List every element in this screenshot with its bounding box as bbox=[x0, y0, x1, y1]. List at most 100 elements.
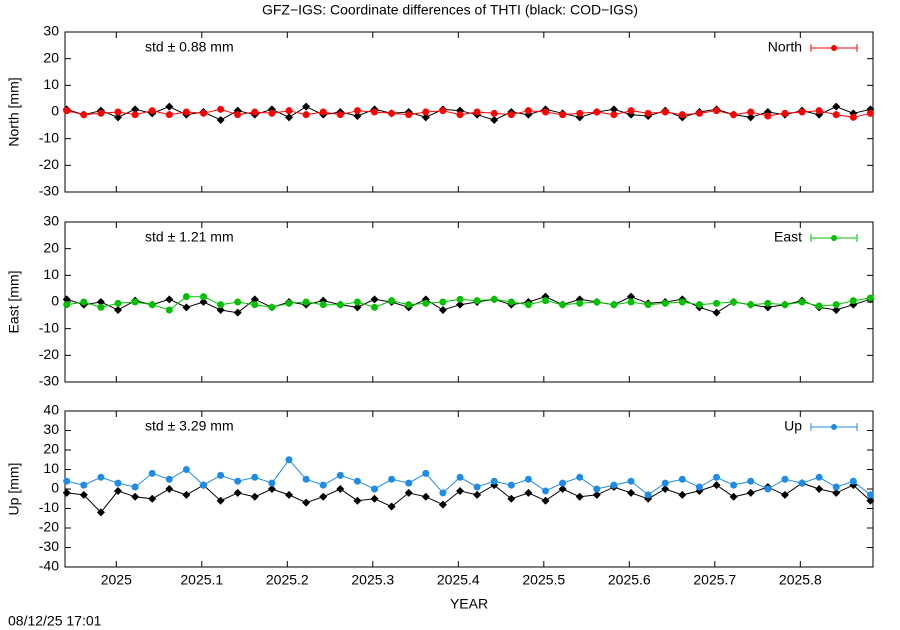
data-point bbox=[832, 488, 841, 497]
data-point bbox=[97, 303, 105, 311]
data-point bbox=[421, 113, 430, 122]
y-tick-label: -20 bbox=[39, 156, 59, 172]
data-point bbox=[730, 298, 738, 306]
data-point bbox=[507, 494, 516, 503]
data-point bbox=[866, 491, 874, 499]
data-point bbox=[592, 490, 601, 499]
data-point bbox=[575, 492, 584, 501]
data-point bbox=[490, 116, 499, 124]
data-point bbox=[439, 107, 447, 115]
data-point bbox=[713, 473, 721, 481]
data-point bbox=[114, 299, 122, 307]
x-tick-label: 2025.6 bbox=[608, 572, 651, 588]
data-point bbox=[712, 308, 721, 317]
data-point bbox=[79, 490, 88, 499]
data-point bbox=[713, 299, 721, 307]
data-point bbox=[182, 108, 190, 116]
data-point bbox=[439, 489, 447, 497]
data-point bbox=[849, 297, 857, 305]
y-tick-label: 0 bbox=[51, 480, 59, 496]
data-point bbox=[781, 301, 789, 309]
data-point bbox=[302, 102, 311, 111]
data-point bbox=[730, 481, 738, 489]
data-point bbox=[780, 490, 789, 499]
data-point bbox=[832, 102, 841, 111]
data-point bbox=[234, 477, 242, 485]
data-point bbox=[627, 477, 635, 485]
data-point bbox=[114, 306, 123, 314]
x-tick-label: 2025.1 bbox=[180, 572, 223, 588]
data-point bbox=[422, 108, 430, 116]
plot-frame bbox=[64, 410, 874, 568]
data-point bbox=[422, 299, 430, 307]
data-point bbox=[285, 107, 293, 115]
data-point bbox=[302, 298, 310, 306]
data-point bbox=[542, 487, 550, 495]
x-axis-label: YEAR bbox=[450, 596, 488, 612]
data-point bbox=[251, 108, 259, 116]
data-point bbox=[131, 105, 140, 114]
data-point bbox=[438, 500, 447, 509]
data-point bbox=[114, 108, 122, 116]
data-point bbox=[456, 111, 464, 119]
annotation: std ± 1.21 mm bbox=[145, 229, 234, 245]
data-point bbox=[644, 109, 652, 117]
legend-label: Up bbox=[784, 418, 802, 434]
data-point bbox=[832, 483, 840, 491]
data-point bbox=[404, 488, 413, 497]
data-point bbox=[559, 479, 567, 487]
data-point bbox=[285, 490, 294, 499]
data-point bbox=[456, 473, 464, 481]
data-point bbox=[319, 108, 327, 116]
data-point bbox=[678, 475, 686, 483]
data-point bbox=[182, 293, 190, 301]
data-point bbox=[131, 492, 140, 501]
data-point bbox=[268, 109, 276, 117]
data-point bbox=[148, 107, 156, 115]
y-tick-label: 30 bbox=[43, 213, 59, 229]
data-point bbox=[781, 109, 789, 117]
chart-title: GFZ−IGS: Coordinate differences of THTI … bbox=[262, 2, 638, 18]
y-tick-label: -30 bbox=[39, 373, 59, 389]
data-point bbox=[473, 490, 482, 499]
series bbox=[63, 293, 874, 314]
y-tick-label: 10 bbox=[43, 266, 59, 282]
data-point bbox=[798, 298, 806, 306]
data-point bbox=[610, 481, 618, 489]
data-point bbox=[80, 298, 88, 306]
data-point bbox=[524, 107, 532, 115]
y-tick-label: 30 bbox=[43, 421, 59, 437]
data-point bbox=[730, 111, 738, 119]
y-tick-label: -10 bbox=[39, 499, 59, 515]
data-point bbox=[610, 111, 618, 119]
y-axis-label: Up [mm] bbox=[6, 463, 22, 516]
data-point bbox=[216, 306, 225, 314]
data-point bbox=[627, 488, 636, 497]
data-point bbox=[131, 111, 139, 119]
y-tick-label: 30 bbox=[43, 23, 59, 39]
data-point bbox=[712, 481, 721, 490]
y-tick-label: -10 bbox=[39, 319, 59, 335]
data-point bbox=[473, 108, 481, 116]
data-point bbox=[507, 111, 515, 119]
data-point bbox=[695, 301, 703, 309]
data-point bbox=[542, 297, 550, 305]
data-point bbox=[285, 456, 293, 464]
data-point bbox=[524, 488, 533, 497]
data-point bbox=[216, 496, 225, 505]
legend-marker bbox=[831, 235, 837, 241]
data-point bbox=[250, 295, 259, 304]
data-point bbox=[559, 111, 567, 119]
data-point bbox=[593, 298, 601, 306]
y-tick-label: -40 bbox=[39, 558, 59, 574]
data-point bbox=[764, 112, 772, 120]
data-point bbox=[131, 483, 139, 491]
data-point bbox=[815, 473, 823, 481]
series-line bbox=[66, 459, 871, 496]
x-tick-label: 2025.5 bbox=[522, 572, 565, 588]
data-point bbox=[524, 475, 532, 483]
data-point bbox=[747, 301, 755, 309]
data-point bbox=[678, 298, 686, 306]
data-point bbox=[798, 108, 806, 116]
data-point bbox=[251, 301, 259, 309]
